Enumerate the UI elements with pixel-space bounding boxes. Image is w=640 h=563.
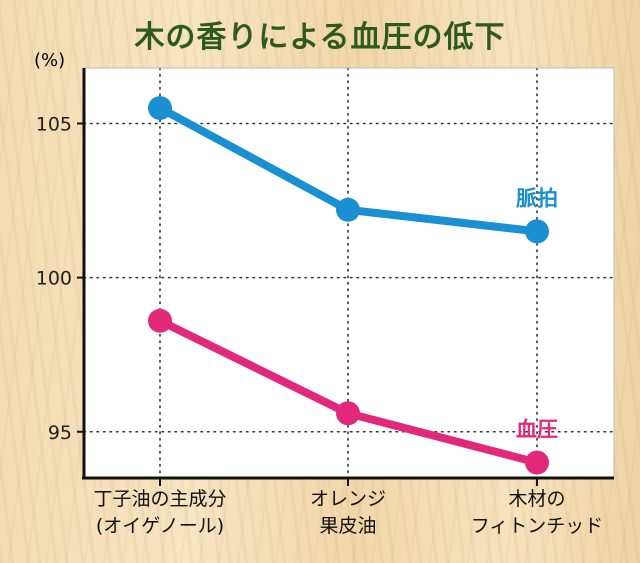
y-axis-unit-label: (%) — [34, 50, 66, 71]
y-tick-label: 100 — [36, 268, 72, 290]
data-point — [525, 450, 549, 475]
x-category-label: 果皮油 — [319, 515, 376, 537]
series-label: 血圧 — [516, 418, 558, 442]
data-point — [148, 308, 172, 333]
x-category-label: オレンジ — [310, 488, 386, 510]
series-label: 脈拍 — [516, 186, 558, 210]
y-tick-label: 95 — [48, 422, 72, 444]
data-point — [148, 96, 172, 121]
data-point — [336, 197, 360, 222]
data-point — [336, 401, 360, 426]
x-category-label: (オイゲノール) — [96, 515, 224, 537]
data-point — [525, 219, 549, 244]
x-category-label: 丁子油の主成分 — [93, 488, 226, 510]
x-category-label: 木材の — [508, 488, 565, 510]
x-category-label: フィトンチッド — [471, 515, 604, 537]
y-tick-label: 105 — [36, 113, 72, 135]
chart-title: 木の香りによる血圧の低下 — [134, 20, 506, 55]
